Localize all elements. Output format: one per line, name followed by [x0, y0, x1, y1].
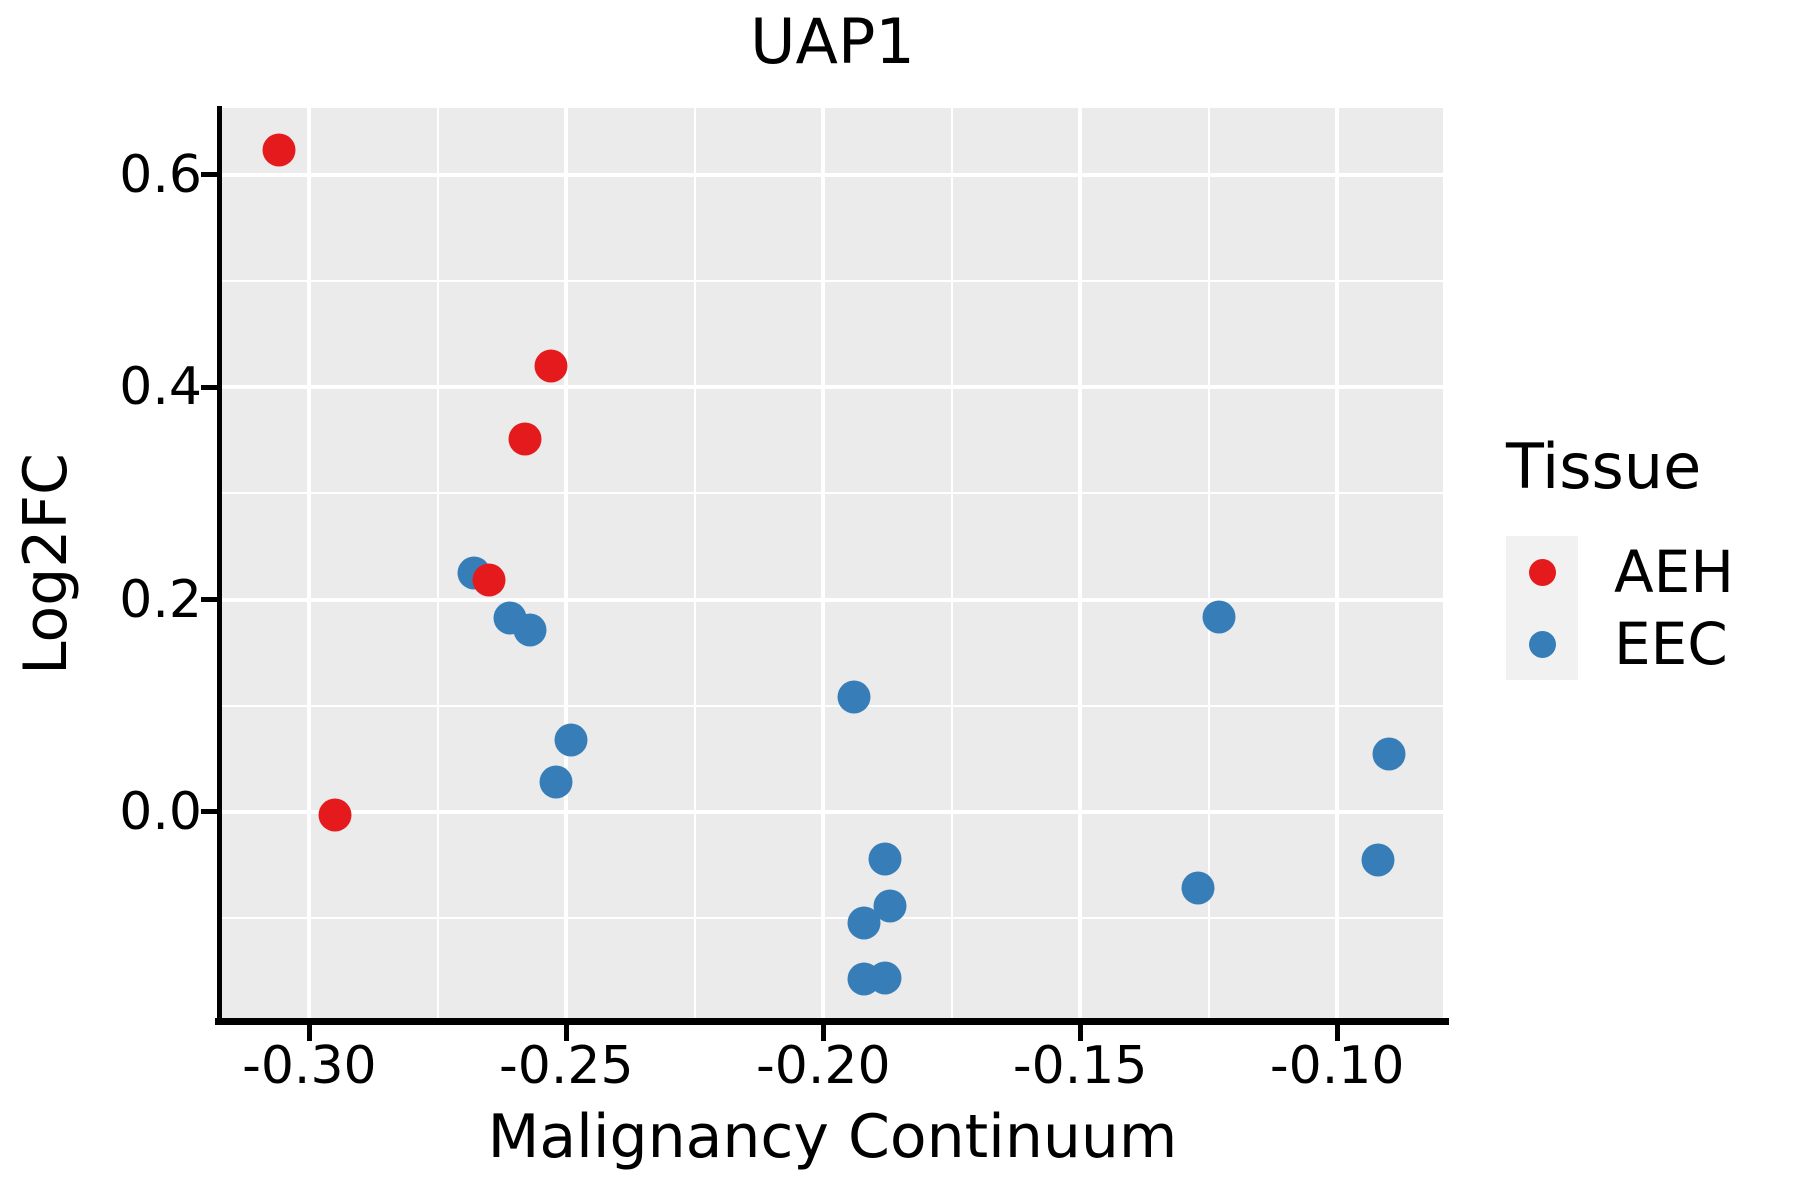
x-major-gridline: [821, 108, 826, 1020]
y-minor-gridline: [222, 492, 1443, 495]
x-tick-label: -0.20: [755, 1036, 891, 1096]
y-tick-mark: [201, 597, 217, 603]
x-minor-gridline: [950, 108, 953, 1020]
x-major-gridline: [307, 108, 312, 1020]
data-point-aeh: [472, 563, 506, 597]
aeh-point-icon: [1528, 558, 1556, 586]
legend-title: Tissue: [1506, 430, 1702, 503]
y-tick-label: 0.2: [119, 569, 202, 630]
x-minor-gridline: [436, 108, 439, 1020]
x-tick-mark: [1334, 1025, 1340, 1041]
chart-title: UAP1: [750, 5, 915, 78]
legend: Tissue AEH EEC: [1506, 436, 1734, 680]
x-tick-mark: [563, 1025, 569, 1041]
data-point-aeh: [262, 133, 296, 167]
data-point-eec: [868, 961, 902, 995]
y-minor-gridline: [222, 280, 1443, 283]
y-tick-label: 0.0: [119, 781, 202, 842]
data-point-eec: [847, 906, 881, 940]
x-tick-mark: [1077, 1025, 1083, 1041]
legend-entry-eec: EEC: [1506, 608, 1734, 680]
legend-label-aeh: AEH: [1614, 538, 1734, 606]
data-point-eec: [554, 723, 588, 757]
x-minor-gridline: [1207, 108, 1210, 1020]
data-point-eec: [1361, 843, 1395, 877]
y-minor-gridline: [222, 704, 1443, 707]
y-axis-title: Log2FC: [11, 453, 81, 675]
y-tick-label: 0.6: [119, 144, 202, 205]
legend-entry-aeh: AEH: [1506, 536, 1734, 608]
data-point-aeh: [508, 422, 542, 456]
data-point-eec: [1202, 600, 1236, 634]
legend-key: [1506, 536, 1578, 608]
y-tick-label: 0.4: [119, 357, 202, 418]
data-point-eec: [1372, 737, 1406, 770]
plot-panel: [222, 108, 1443, 1020]
y-minor-gridline: [222, 917, 1443, 920]
data-point-eec: [539, 765, 573, 799]
legend-key: [1506, 608, 1578, 680]
eec-point-icon: [1528, 630, 1556, 658]
y-tick-mark: [201, 172, 217, 178]
y-major-gridline: [222, 809, 1443, 814]
data-point-eec: [837, 680, 871, 714]
y-major-gridline: [222, 385, 1443, 390]
x-tick-mark: [306, 1025, 312, 1041]
x-tick-label: -0.30: [242, 1036, 377, 1096]
x-major-gridline: [1078, 108, 1083, 1020]
x-tick-mark: [820, 1025, 826, 1041]
x-axis-line: [215, 1018, 1449, 1025]
x-major-gridline: [564, 108, 569, 1020]
x-tick-label: -0.10: [1269, 1036, 1405, 1096]
y-tick-mark: [201, 809, 217, 815]
y-major-gridline: [222, 172, 1443, 177]
x-minor-gridline: [693, 108, 696, 1020]
legend-label-eec: EEC: [1614, 610, 1728, 678]
data-point-eec: [868, 842, 902, 876]
x-tick-label: -0.25: [499, 1036, 634, 1096]
data-point-eec: [1181, 871, 1215, 905]
y-tick-mark: [201, 384, 217, 390]
data-point-aeh: [318, 798, 352, 832]
data-point-eec: [513, 613, 547, 647]
data-point-aeh: [534, 349, 568, 383]
y-major-gridline: [222, 597, 1443, 602]
x-tick-label: -0.15: [1012, 1036, 1148, 1096]
x-axis-title: Malignancy Continuum: [487, 1102, 1178, 1172]
y-axis-line: [217, 106, 222, 1022]
x-major-gridline: [1335, 108, 1340, 1020]
